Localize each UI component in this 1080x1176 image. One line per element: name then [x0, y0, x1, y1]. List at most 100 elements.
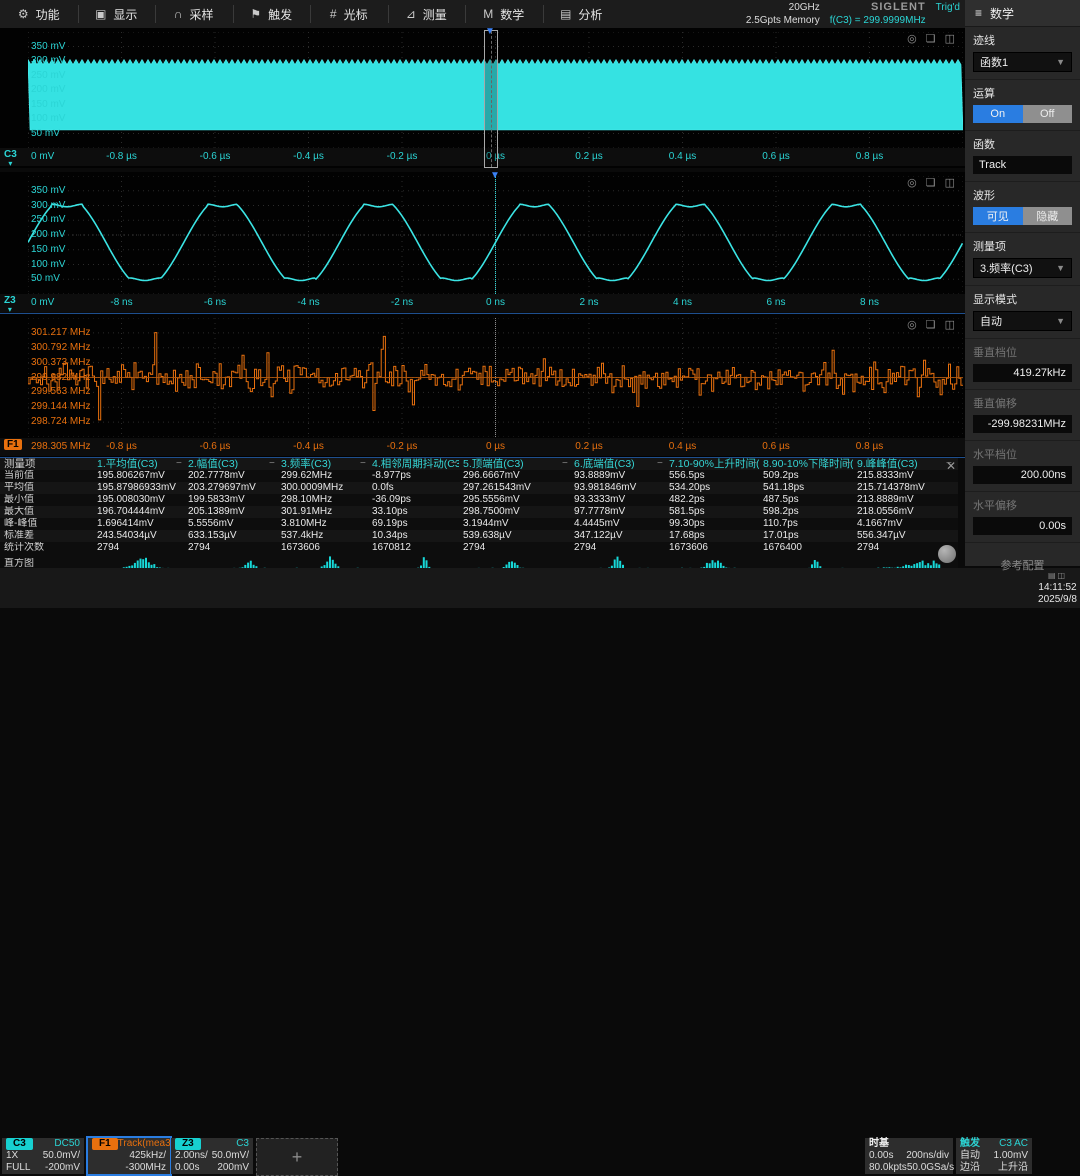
voffset-value: -299.98231MHz — [988, 418, 1066, 430]
collapse-measurement-icon[interactable]: − — [360, 458, 366, 470]
menu-item-acquire[interactable]: ∩采样 — [155, 0, 233, 28]
measurement-value-cell: 4.1667mV — [857, 518, 954, 530]
measurement-value-cell: 299.62MHz — [281, 470, 368, 482]
measurement-column-header[interactable]: 3.频率(C3) — [281, 458, 368, 470]
menu-item-cursor[interactable]: #光标 — [310, 0, 388, 28]
measurement-value-cell: 199.5833mV — [188, 494, 277, 506]
camera-icon[interactable]: ◎ — [907, 318, 917, 331]
close-icon[interactable]: ✕ — [946, 459, 956, 473]
x-axis-label: 0.2 µs — [575, 441, 602, 452]
trace-dropdown[interactable]: 函数1 ▼ — [973, 52, 1072, 72]
channel-badge-F1[interactable]: F1 — [4, 440, 22, 449]
export-icon[interactable]: ◫ — [945, 318, 955, 331]
notification-circle-button[interactable] — [938, 545, 956, 563]
measurement-value-cell: 203.279697mV — [188, 482, 277, 494]
trigger-box[interactable]: 触发C3 AC自动1.00mV边沿上升沿 — [956, 1138, 1032, 1174]
menu-item-trigger[interactable]: ⚑触发 — [233, 0, 311, 28]
x-axis-label: 0.2 µs — [575, 151, 602, 162]
operation-off-button[interactable]: Off — [1023, 105, 1073, 123]
menu-item-label: 测量 — [423, 6, 447, 23]
hoffset-field[interactable]: 0.00s — [973, 517, 1072, 535]
zoom-window-indicator[interactable] — [484, 30, 498, 168]
channel-value: 1X — [6, 1150, 18, 1162]
operation-on-button[interactable]: On — [973, 105, 1023, 123]
menu-item-analysis[interactable]: ▤分析 — [543, 0, 621, 28]
hscale-field[interactable]: 200.00ns — [973, 466, 1072, 484]
table-row-label: 最小值 — [4, 494, 94, 506]
measurement-column-header[interactable]: 5.顶端值(C3) — [463, 458, 570, 470]
collapse-measurement-icon[interactable]: − — [562, 458, 568, 470]
channel-box-row: -300MHz — [88, 1162, 170, 1174]
channel-box-F1[interactable]: F1Track(mea3)425kHz/-300MHz — [88, 1138, 170, 1174]
channel-box-C3[interactable]: C3DC501X50.0mV/FULL-200mV — [2, 1138, 84, 1174]
measurement-value-cell: 205.1389mV — [188, 506, 277, 518]
export-icon[interactable]: ◫ — [945, 176, 955, 189]
waveform-panel-z3-zoom[interactable]: 350 mV300 mV250 mV200 mV150 mV100 mV50 m… — [0, 172, 965, 312]
timebase-box[interactable]: 时基0.00s200ns/div80.0kpts50.0GSa/s — [865, 1138, 953, 1174]
measurement-column-header[interactable]: 2.幅值(C3) — [188, 458, 277, 470]
measure-item-dropdown[interactable]: 3.频率(C3) ▼ — [973, 258, 1072, 278]
collapse-measurement-icon[interactable]: − — [657, 458, 663, 470]
fullscreen-icon[interactable]: ❏ — [926, 318, 936, 331]
waveform-visible-button[interactable]: 可见 — [973, 207, 1023, 225]
hamburger-icon[interactable]: ≡ — [975, 6, 982, 20]
measurement-column-header[interactable]: 9.峰峰值(C3) — [857, 458, 954, 470]
menu-item-function[interactable]: ⚙功能 — [0, 0, 78, 28]
channel-badge-Z3[interactable]: Z3▾ — [4, 296, 16, 314]
trigger-position-marker[interactable]: ▼ — [490, 170, 500, 181]
timebase-value: 80.0kpts — [869, 1162, 907, 1174]
collapse-measurement-icon[interactable]: − — [451, 458, 457, 470]
panel-corner-icons: ◎ ❏ ◫ — [907, 176, 955, 189]
trigger-value: 边沿 — [960, 1162, 980, 1174]
measure-item-label: 测量项 — [973, 238, 1072, 254]
measurement-column-header[interactable]: 6.底端值(C3) — [574, 458, 665, 470]
measurement-value-cell: 3.1944mV — [463, 518, 570, 530]
camera-icon[interactable]: ◎ — [907, 176, 917, 189]
hscale-label: 水平档位 — [973, 446, 1072, 462]
camera-icon[interactable]: ◎ — [907, 32, 917, 45]
trace-value: 函数1 — [980, 54, 1008, 70]
function-field[interactable]: Track — [973, 156, 1072, 174]
collapse-measurement-icon[interactable]: − — [176, 458, 182, 470]
y-axis-label: 299.563 MHz — [31, 386, 90, 397]
table-row-label: 平均值 — [4, 482, 94, 494]
collapse-measurement-icon[interactable]: − — [751, 458, 757, 470]
measurement-column-header[interactable]: 8.90-10%下降时间(C3 — [763, 458, 853, 470]
menu-item-math[interactable]: M数学 — [465, 0, 543, 28]
fullscreen-icon[interactable]: ❏ — [926, 176, 936, 189]
table-row-label: 统计次数 — [4, 542, 94, 554]
menu-item-display[interactable]: ▣显示 — [78, 0, 156, 28]
waveform-panel-f1-track[interactable]: 301.217 MHz300.792 MHz300.373 MHz299.982… — [0, 314, 965, 457]
x-axis-label: -2 ns — [391, 297, 413, 308]
vscale-field[interactable]: 419.27kHz — [973, 364, 1072, 382]
channel-box-Z3[interactable]: Z3C32.00ns/50.0mV/0.00s200mV — [171, 1138, 253, 1174]
add-trace-box[interactable]: + — [256, 1138, 338, 1176]
export-icon[interactable]: ◫ — [945, 32, 955, 45]
sidebar-title: 数学 — [990, 5, 1014, 22]
chevron-down-icon: ▼ — [1056, 57, 1065, 67]
measurement-value-cell: 4.4445mV — [574, 518, 665, 530]
channel-badge-C3[interactable]: C3▾ — [4, 150, 17, 168]
measurement-column-header[interactable]: 4.相邻周期抖动(C3) — [372, 458, 459, 470]
measurement-value-cell: 215.8333mV — [857, 470, 954, 482]
collapse-measurement-icon[interactable]: − — [845, 458, 851, 470]
fullscreen-icon[interactable]: ❏ — [926, 32, 936, 45]
waveform-hidden-button[interactable]: 隐藏 — [1023, 207, 1073, 225]
display-mode-dropdown[interactable]: 自动 ▼ — [973, 311, 1072, 331]
collapse-measurement-icon[interactable]: − — [269, 458, 275, 470]
x-axis-label: -0.8 µs — [106, 441, 137, 452]
x-axis-label: -0.6 µs — [200, 151, 231, 162]
measurement-value-cell: 93.981846mV — [574, 482, 665, 494]
trigger-position-marker[interactable]: ▼ — [485, 26, 495, 37]
menu-item-measure[interactable]: ⊿测量 — [388, 0, 466, 28]
y-axis-label: 50 mV — [31, 273, 60, 284]
reference-config-button[interactable]: 参考配置 — [965, 543, 1080, 579]
voffset-field[interactable]: -299.98231MHz — [973, 415, 1072, 433]
channel-value: FULL — [6, 1162, 30, 1174]
waveform-panel-c3-main[interactable]: 350 mV300 mV250 mV200 mV150 mV100 mV50 m… — [0, 28, 965, 168]
measurement-column-header[interactable]: 7.10-90%上升时间(C3 — [669, 458, 759, 470]
measurement-value-cell: -36.09ps — [372, 494, 459, 506]
measurement-value-cell: 195.87986933mV — [97, 482, 184, 494]
measurement-column-header[interactable]: 1.平均值(C3) — [97, 458, 184, 470]
menu-item-label: 功能 — [36, 6, 60, 23]
